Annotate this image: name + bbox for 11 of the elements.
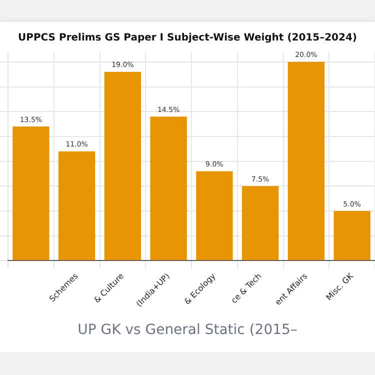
bar: [150, 116, 187, 260]
x-tick-label: ce & Tech: [230, 272, 264, 306]
bar: [58, 151, 96, 260]
chart-title: UPPCS Prelims GS Paper I Subject-Wise Weight (2015–2024): [18, 32, 357, 44]
bar: [288, 62, 325, 260]
bar: [196, 171, 233, 260]
text: UP GK vs General Static (2015–: [76, 322, 298, 338]
bar: [12, 126, 50, 260]
bar: [104, 72, 142, 260]
bar: [242, 186, 279, 260]
bar: [334, 210, 370, 260]
